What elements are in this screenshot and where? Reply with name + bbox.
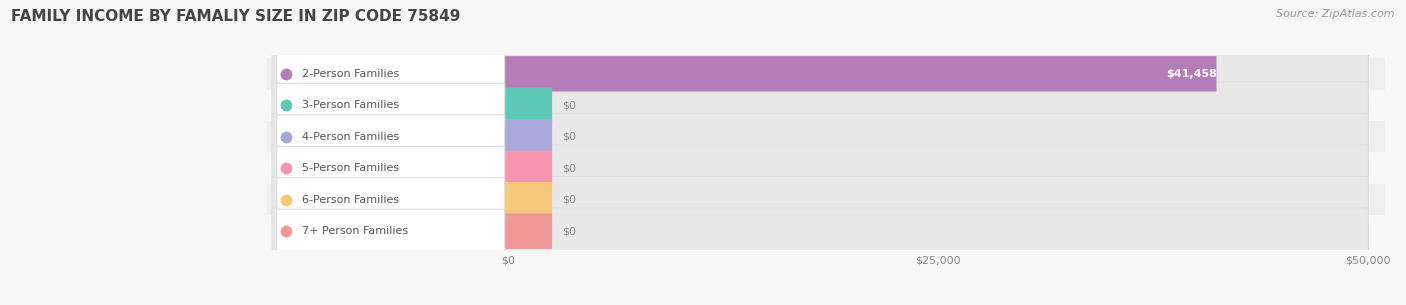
Bar <box>267 121 1385 152</box>
Text: 7+ Person Families: 7+ Person Families <box>302 226 408 236</box>
Text: 2-Person Families: 2-Person Families <box>302 69 399 79</box>
FancyBboxPatch shape <box>503 56 1216 92</box>
FancyBboxPatch shape <box>277 115 505 159</box>
Text: $0: $0 <box>562 100 576 110</box>
FancyBboxPatch shape <box>277 209 505 253</box>
FancyBboxPatch shape <box>503 151 553 186</box>
Text: 4-Person Families: 4-Person Families <box>302 132 399 142</box>
FancyBboxPatch shape <box>271 50 1368 97</box>
Text: FAMILY INCOME BY FAMALIY SIZE IN ZIP CODE 75849: FAMILY INCOME BY FAMALIY SIZE IN ZIP COD… <box>11 9 461 24</box>
Bar <box>267 152 1385 184</box>
Text: 6-Person Families: 6-Person Families <box>302 195 399 205</box>
Bar <box>267 215 1385 247</box>
Text: $0: $0 <box>562 163 576 173</box>
FancyBboxPatch shape <box>271 113 1368 160</box>
FancyBboxPatch shape <box>271 208 1368 255</box>
Text: $0: $0 <box>562 195 576 205</box>
Text: 3-Person Families: 3-Person Families <box>302 100 399 110</box>
Text: $0: $0 <box>562 226 576 236</box>
FancyBboxPatch shape <box>503 119 553 154</box>
Bar <box>267 90 1385 121</box>
Text: $0: $0 <box>562 132 576 142</box>
FancyBboxPatch shape <box>277 83 505 127</box>
FancyBboxPatch shape <box>277 178 505 222</box>
Bar <box>267 58 1385 90</box>
FancyBboxPatch shape <box>503 88 553 123</box>
FancyBboxPatch shape <box>271 145 1368 192</box>
FancyBboxPatch shape <box>271 82 1368 129</box>
Text: $41,458: $41,458 <box>1166 69 1216 79</box>
Bar <box>267 184 1385 215</box>
FancyBboxPatch shape <box>503 214 553 249</box>
Text: Source: ZipAtlas.com: Source: ZipAtlas.com <box>1277 9 1395 19</box>
FancyBboxPatch shape <box>277 146 505 190</box>
FancyBboxPatch shape <box>277 52 505 96</box>
FancyBboxPatch shape <box>503 182 553 217</box>
FancyBboxPatch shape <box>271 176 1368 223</box>
Text: 5-Person Families: 5-Person Families <box>302 163 399 173</box>
